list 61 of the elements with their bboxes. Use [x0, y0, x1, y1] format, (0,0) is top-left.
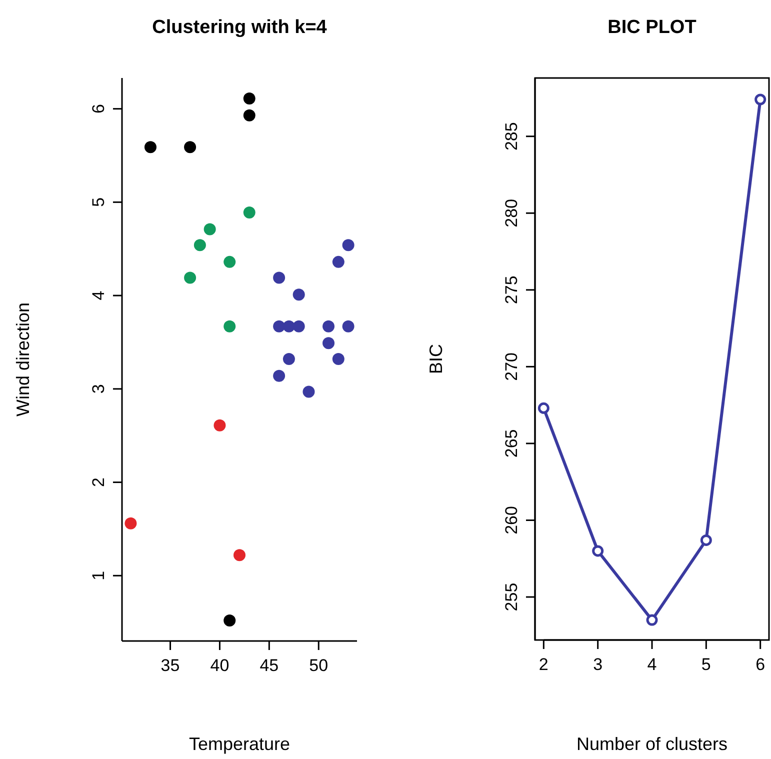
y-tick-label: 1	[89, 570, 108, 580]
y-axis-title: BIC	[426, 344, 446, 374]
x-tick-label: 45	[260, 656, 279, 675]
y-tick-label: 265	[502, 429, 521, 458]
y-tick-label: 6	[89, 104, 108, 114]
point	[302, 386, 315, 398]
point	[243, 92, 256, 105]
x-tick-label: 4	[647, 655, 657, 674]
point	[282, 320, 295, 332]
point	[292, 320, 305, 332]
point	[124, 517, 137, 530]
point	[342, 239, 354, 252]
y-tick-label: 275	[502, 276, 521, 304]
point	[322, 337, 335, 350]
y-axis-title: Wind direction	[13, 302, 33, 417]
point	[332, 353, 344, 366]
y-tick-label: 3	[89, 384, 108, 394]
y-tick-label: 5	[89, 197, 108, 207]
point	[538, 402, 550, 414]
point	[184, 272, 196, 284]
point	[332, 256, 344, 268]
point	[646, 614, 658, 626]
point	[243, 109, 256, 122]
point	[592, 545, 604, 557]
y-tick-label: 2	[89, 478, 108, 488]
x-tick-label: 2	[538, 655, 548, 674]
point	[754, 94, 766, 106]
point	[224, 320, 236, 332]
x-tick-label: 6	[756, 655, 766, 674]
x-tick-label: 5	[701, 655, 711, 674]
point	[322, 320, 335, 332]
point	[273, 272, 286, 284]
y-tick-label: 255	[502, 582, 521, 612]
point	[243, 206, 256, 218]
x-tick-label: 3	[593, 655, 603, 674]
y-tick-label: 285	[502, 122, 521, 151]
chart-title: Clustering with k=4	[152, 17, 328, 38]
point	[292, 288, 305, 301]
point	[700, 534, 712, 546]
point	[224, 256, 236, 268]
point	[273, 320, 286, 332]
y-tick-label: 260	[502, 506, 521, 534]
x-axis-title: Number of clusters	[576, 734, 728, 754]
x-tick-label: 35	[160, 656, 180, 675]
y-tick-label: 270	[502, 352, 521, 381]
point	[342, 320, 354, 332]
y-tick-label: 280	[502, 198, 521, 228]
chart-title: BIC PLOT	[608, 17, 697, 38]
x-tick-label: 50	[309, 656, 328, 675]
x-axis-title: Temperature	[188, 734, 290, 754]
point	[204, 223, 216, 236]
point	[273, 370, 286, 382]
point	[224, 614, 236, 626]
point	[194, 239, 206, 252]
y-tick-label: 4	[89, 290, 108, 300]
point	[144, 141, 156, 154]
point	[282, 353, 295, 366]
point	[214, 419, 226, 432]
point	[234, 549, 246, 562]
point	[184, 141, 196, 154]
x-tick-label: 40	[210, 656, 230, 675]
